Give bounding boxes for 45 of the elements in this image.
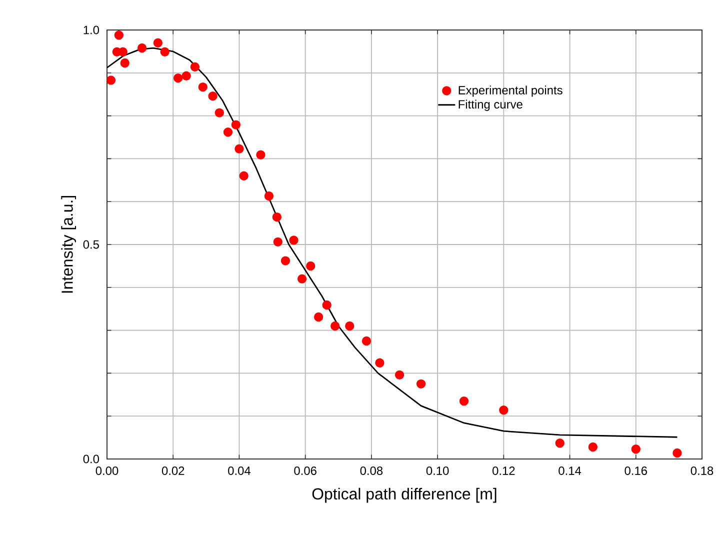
- point: [256, 150, 266, 160]
- point: [459, 396, 469, 406]
- point: [289, 236, 298, 245]
- x-axis-title: Optical path difference [m]: [312, 488, 496, 503]
- point: [264, 191, 274, 201]
- point: [297, 274, 307, 284]
- point: [362, 336, 372, 346]
- point: [416, 379, 426, 389]
- point: [239, 171, 248, 180]
- point: [314, 312, 324, 322]
- point: [280, 256, 290, 266]
- x-tick-label: 0.16: [624, 466, 648, 475]
- legend-label: Fitting curve: [458, 100, 522, 111]
- point: [182, 71, 191, 80]
- point: [322, 300, 332, 310]
- y-tick-label: 1.0: [84, 26, 100, 34]
- x-tick-label: 0.02: [162, 466, 184, 475]
- point: [231, 120, 241, 130]
- x-tick-label: 0.06: [294, 466, 316, 475]
- x-tick-label: 0.08: [360, 466, 383, 475]
- x-tick-label: 0.14: [558, 466, 582, 475]
- point: [375, 358, 384, 368]
- point: [272, 212, 282, 222]
- point: [208, 91, 218, 101]
- point: [234, 144, 244, 154]
- point: [214, 108, 224, 118]
- point: [345, 321, 354, 331]
- point: [190, 62, 200, 72]
- point: [273, 237, 282, 247]
- x-tick-label: 0.18: [690, 466, 714, 475]
- y-tick-label: 0.5: [83, 240, 99, 249]
- legend-label: Experimental points: [458, 86, 562, 97]
- x-tick-label: 0.10: [426, 466, 449, 475]
- y-axis-title: Intensity [a.u.]: [61, 196, 76, 293]
- point: [223, 128, 233, 137]
- point: [330, 321, 340, 331]
- point: [306, 261, 316, 271]
- x-tick-label: 0.00: [96, 466, 118, 475]
- x-tick-label: 0.04: [228, 466, 251, 475]
- point: [198, 82, 208, 92]
- point: [394, 370, 404, 380]
- point: [173, 73, 183, 83]
- y-tick-label: 0.0: [83, 454, 100, 464]
- x-tick-label: 0.12: [492, 466, 515, 475]
- point: [499, 405, 508, 415]
